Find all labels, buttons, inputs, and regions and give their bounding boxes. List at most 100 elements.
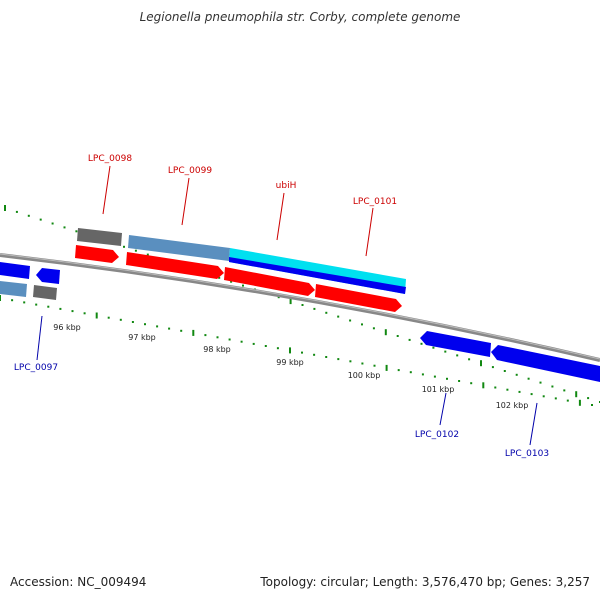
inner-tick-ring: [0, 295, 593, 406]
leader-ubih: [276, 192, 285, 241]
gene-lpc0098-pseudo[interactable]: [77, 228, 122, 246]
genome-backbone: [0, 253, 600, 362]
gene-left-reverse-cds[interactable]: [0, 262, 30, 279]
outer-tick-minor: [361, 323, 363, 326]
inner-tick-minor: [252, 342, 255, 345]
inner-tick-minor: [325, 356, 328, 358]
inner-tick-minor: [47, 305, 50, 308]
outer-tick-minor: [134, 249, 137, 252]
outer-tick-minor: [503, 370, 506, 372]
label-lpc0103[interactable]: LPC_0103: [505, 449, 549, 459]
inner-tick-minor: [591, 404, 593, 406]
outer-tick-minor: [491, 366, 494, 369]
label-lpc0097[interactable]: LPC_0097: [14, 363, 58, 373]
inner-tick-minor: [83, 312, 86, 315]
gene-lpc0096-cds[interactable]: [36, 268, 60, 284]
inner-tick-minor: [71, 310, 74, 313]
accession-text: Accession: NC_009494: [10, 575, 147, 589]
label-lpc0102[interactable]: LPC_0102: [415, 430, 459, 440]
inner-tick-minor: [23, 301, 26, 304]
outer-tick-minor: [301, 304, 304, 306]
inner-tick-minor: [204, 334, 207, 337]
tick-labels: 96 kbp 97 kbp 98 kbp 99 kbp 100 kbp 101 kbp 10…: [53, 323, 528, 410]
outer-tick-major: [480, 360, 482, 367]
inner-tick-minor: [11, 299, 14, 302]
leader-lpc0101: [365, 207, 374, 257]
gene-lpc0099[interactable]: [128, 235, 230, 261]
outer-tick-minor: [432, 346, 435, 349]
tick-label: 102 kbp: [496, 401, 529, 410]
outer-tick-major: [289, 298, 292, 305]
outer-tick-minor: [51, 222, 54, 225]
outer-tick-minor: [349, 319, 352, 322]
inner-tick-minor: [228, 338, 231, 341]
inner-tick-minor: [373, 364, 376, 367]
cds-lpc0103[interactable]: [491, 345, 600, 382]
inner-tick-minor: [313, 353, 316, 356]
inner-tick-minor: [554, 397, 557, 400]
inner-tick-minor: [421, 373, 424, 376]
outer-tick-major: [4, 205, 6, 211]
inner-tick-minor: [518, 390, 521, 393]
genome-summary: Topology: circular; Length: 3,576,470 bp…: [260, 575, 590, 589]
gene-left-reverse-blue[interactable]: [0, 281, 27, 297]
outer-tick-minor: [337, 315, 340, 318]
inner-tick-major: [578, 399, 581, 406]
outer-tick-minor: [123, 245, 125, 248]
leader-lpc0102: [439, 392, 447, 426]
outer-tick-minor: [63, 226, 66, 229]
tick-label: 96 kbp: [53, 323, 81, 332]
outer-tick-minor: [75, 230, 78, 233]
inner-tick-minor: [240, 340, 243, 343]
outer-tick-minor: [39, 218, 42, 221]
outer-tick-minor: [325, 311, 328, 314]
inner-tick-minor: [59, 307, 62, 310]
inner-tick-minor: [180, 329, 183, 332]
gene-lpc0097-pseudo[interactable]: [33, 285, 57, 300]
outer-tick-major: [384, 329, 387, 336]
inner-tick-minor: [168, 327, 171, 330]
outer-tick-minor: [563, 389, 566, 392]
inner-tick-major: [482, 382, 485, 389]
inner-tick-minor: [144, 323, 146, 326]
inner-tick-minor: [542, 395, 545, 398]
inner-tick-minor: [264, 345, 267, 347]
label-lpc0101[interactable]: LPC_0101: [353, 197, 397, 207]
label-ubih[interactable]: ubiH: [276, 181, 297, 191]
outer-tick-minor: [420, 342, 423, 345]
outer-tick-minor: [27, 214, 30, 217]
genome-backbone-highlight: [0, 253, 600, 360]
inner-tick-minor: [119, 318, 122, 321]
cds-lpc0098[interactable]: [75, 245, 119, 263]
outer-tick-minor: [242, 284, 244, 287]
label-lpc0099[interactable]: LPC_0099: [168, 166, 212, 176]
tick-label: 100 kbp: [348, 371, 381, 380]
label-lpc0098[interactable]: LPC_0098: [88, 154, 132, 164]
inner-tick-minor: [494, 386, 497, 389]
outer-tick-minor: [444, 350, 447, 353]
inner-tick-major: [385, 364, 388, 371]
inner-tick-minor: [446, 377, 448, 380]
cds-ubih[interactable]: [224, 267, 315, 296]
cds-lpc0101[interactable]: [315, 284, 402, 312]
outer-tick-minor: [468, 358, 471, 361]
outer-tick-minor: [396, 335, 399, 337]
outer-tick-minor: [230, 280, 233, 283]
cds-lpc0099[interactable]: [126, 252, 224, 279]
outer-tick-minor: [539, 381, 542, 384]
map-title: Legionella pneumophila str. Corby, compl…: [139, 10, 461, 24]
outer-tick-minor: [527, 377, 530, 380]
tick-label: 101 kbp: [422, 385, 455, 394]
inner-tick-minor: [276, 347, 279, 350]
outer-tick-minor: [372, 327, 375, 330]
inner-tick-minor: [131, 321, 134, 323]
inner-tick-minor: [361, 362, 364, 365]
tick-label: 97 kbp: [128, 333, 156, 342]
outer-tick-minor: [515, 373, 518, 376]
inner-tick-minor: [397, 369, 400, 372]
cds-lpc0102[interactable]: [420, 331, 491, 357]
outer-tick-minor: [218, 276, 221, 279]
outer-tick-minor: [313, 307, 316, 310]
outer-tick-minor: [277, 296, 280, 299]
